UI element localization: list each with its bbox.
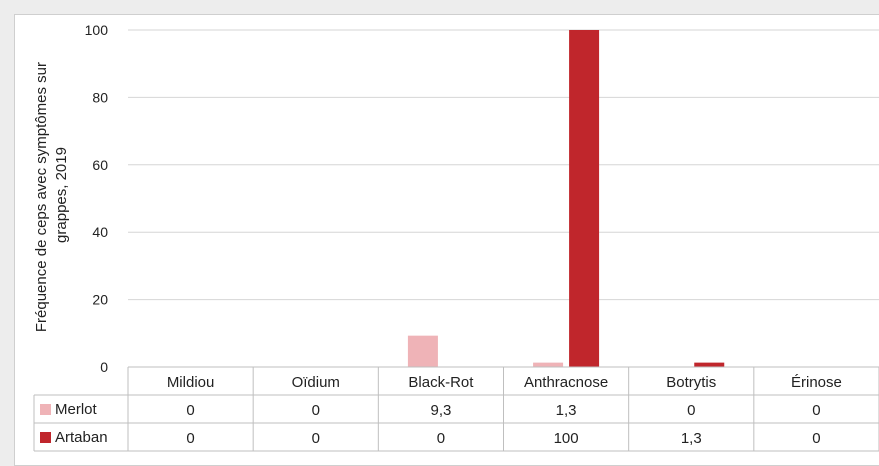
category-label: Anthracnose	[524, 374, 608, 391]
chart-frame	[14, 14, 879, 466]
data-label: 100	[554, 430, 579, 447]
data-label: 0	[437, 430, 445, 447]
gridlines	[128, 29, 879, 301]
y-axis-label-line-1: Fréquence de ceps avec symptômes sur	[33, 62, 50, 332]
category-label: Black-Rot	[408, 374, 474, 391]
data-label: 9,3	[430, 402, 451, 419]
bar-artaban-4	[694, 362, 725, 367]
y-tick-label: 0	[100, 359, 108, 375]
legend-label-artaban: Artaban	[55, 429, 108, 446]
y-axis-label: Fréquence de ceps avec symptômes sur gra…	[33, 58, 70, 332]
bar-merlot-3	[533, 362, 564, 367]
legend-label-merlot: Merlot	[55, 401, 98, 418]
data-label: 0	[812, 402, 820, 419]
data-label: 0	[186, 402, 194, 419]
y-tick-label: 100	[85, 22, 109, 38]
data-table: Mildiou Oïdium Black-Rot Anthracnose Botryti…	[33, 366, 879, 452]
bars	[407, 30, 725, 367]
legend-swatch-merlot	[40, 404, 51, 415]
y-tick-label: 60	[92, 157, 108, 173]
y-axis-label-line-2: grappes, 2019	[53, 147, 70, 243]
data-label: 1,3	[556, 402, 577, 419]
category-label: Oïdium	[292, 374, 340, 391]
data-label: 0	[312, 402, 320, 419]
data-label: 0	[812, 430, 820, 447]
category-label: Mildiou	[167, 374, 215, 391]
y-tick-label: 20	[92, 292, 108, 308]
legend-swatch-artaban	[40, 432, 51, 443]
category-label: Érinose	[791, 374, 842, 391]
bar-merlot-2	[407, 335, 438, 367]
category-label: Botrytis	[666, 374, 716, 391]
data-label: 0	[312, 430, 320, 447]
data-label: 0	[186, 430, 194, 447]
y-tick-label: 80	[92, 89, 108, 105]
data-label: 1,3	[681, 430, 702, 447]
data-label: 0	[687, 402, 695, 419]
y-tick-label: 40	[92, 224, 108, 240]
bar-artaban-3	[569, 30, 600, 367]
y-axis-ticks: 0 20 40 60 80 100	[85, 22, 109, 375]
